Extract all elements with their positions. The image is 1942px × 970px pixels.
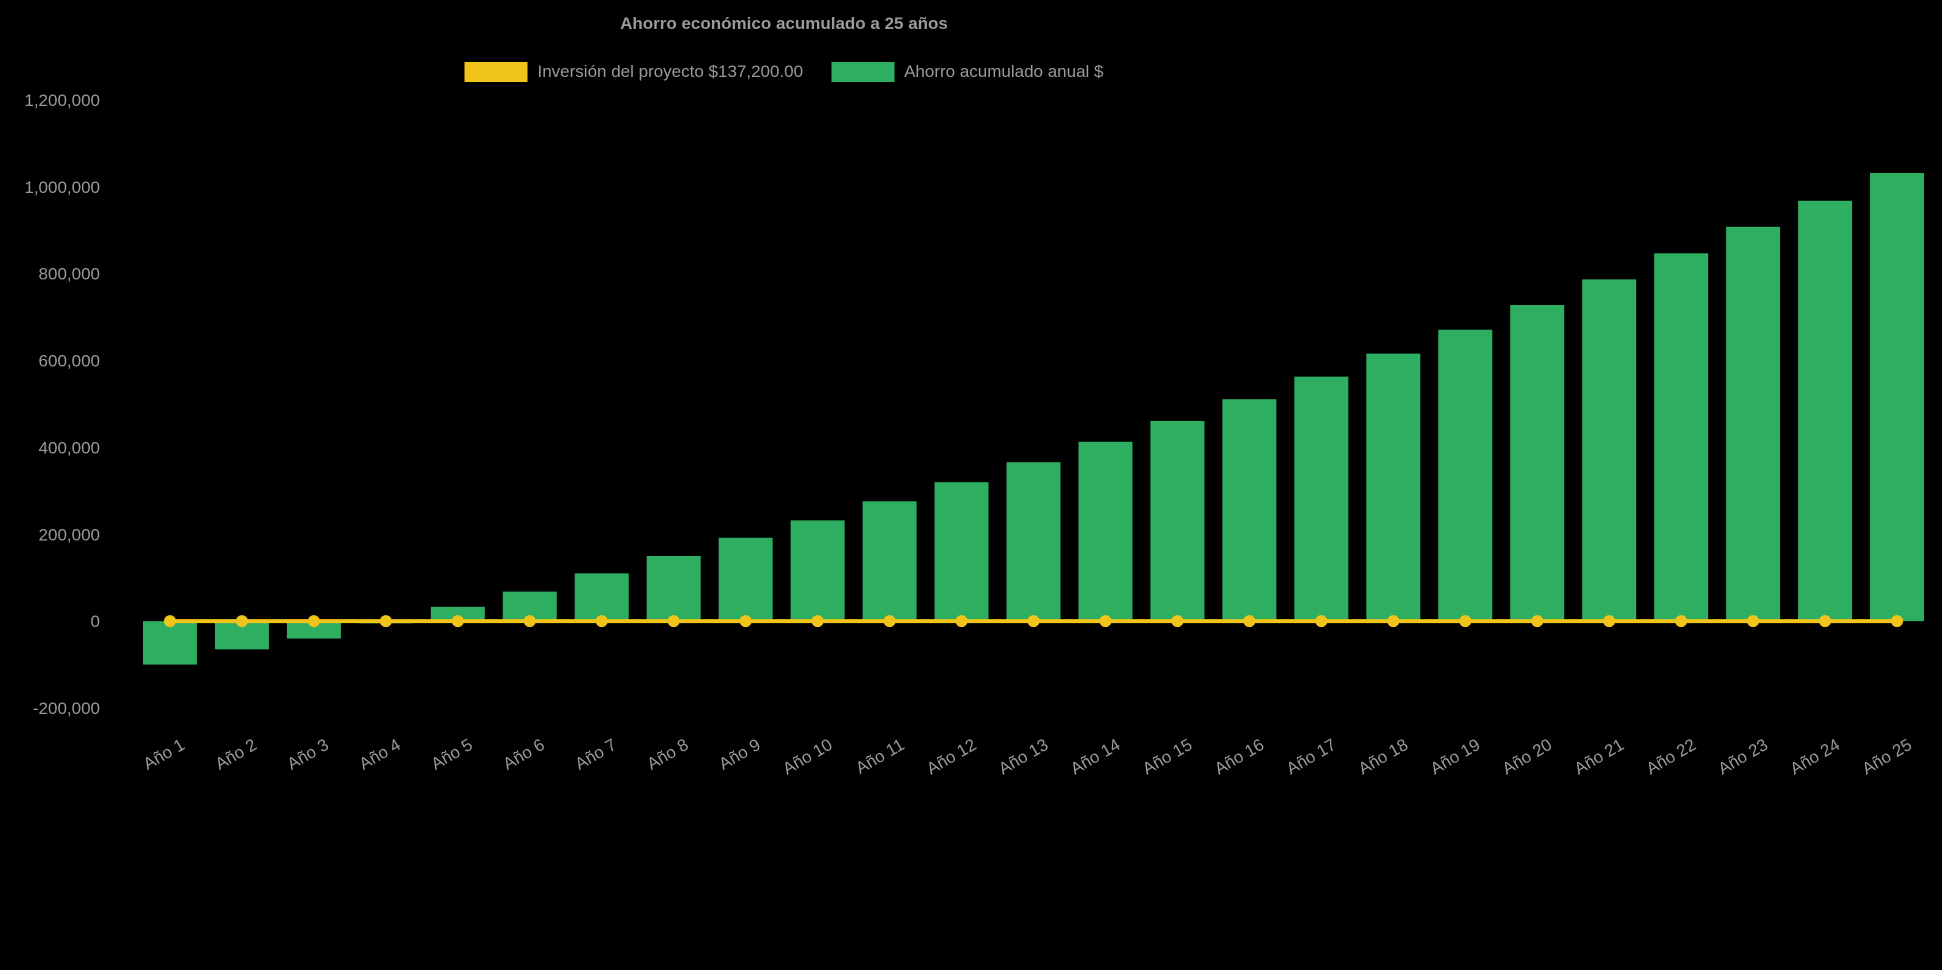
y-axis-tick-label: 800,000	[39, 265, 100, 284]
bar-ahorro-acumulado	[1726, 226, 1781, 622]
bar-ahorro-acumulado	[862, 501, 917, 622]
investment-line-point	[1099, 615, 1112, 628]
y-axis-tick-label: -200,000	[33, 699, 100, 718]
investment-line-point	[1531, 615, 1544, 628]
legend-item-investment[interactable]: Inversión del proyecto $137,200.00	[464, 62, 804, 82]
investment-line-point	[595, 615, 608, 628]
investment-line-point	[163, 615, 176, 628]
investment-line-point	[379, 615, 392, 628]
investment-line-point	[1027, 615, 1040, 628]
bar-ahorro-acumulado	[1510, 304, 1565, 622]
investment-line-point	[1819, 615, 1832, 628]
investment-line-point	[1243, 615, 1256, 628]
investment-line-point	[1747, 615, 1760, 628]
y-axis-tick-label: 0	[91, 612, 100, 631]
investment-line-point	[1171, 615, 1184, 628]
x-axis-tick-label: Año 23	[1715, 735, 1771, 778]
bar-ahorro-acumulado	[1366, 353, 1421, 622]
bar-ahorro-acumulado	[574, 573, 629, 622]
x-axis-tick-label: Año 4	[356, 735, 404, 774]
x-axis-tick-label: Año 8	[644, 735, 692, 774]
x-axis-tick-label: Año 11	[853, 735, 908, 778]
investment-line-point	[883, 615, 896, 628]
bar-ahorro-acumulado	[1654, 253, 1709, 622]
x-axis-tick-label: Año 22	[1643, 735, 1699, 778]
investment-line-point	[811, 615, 824, 628]
x-axis-tick-label: Año 18	[1355, 735, 1411, 778]
bar-ahorro-acumulado	[430, 606, 485, 622]
x-axis-tick-label: Año 13	[995, 735, 1051, 778]
x-axis-tick-label: Año 25	[1859, 735, 1915, 778]
x-axis-tick-label: Año 5	[428, 735, 476, 774]
chart-legend: Inversión del proyecto $137,200.00 Ahorr…	[464, 62, 1104, 82]
bar-ahorro-acumulado	[1582, 279, 1637, 622]
investment-line-point	[307, 615, 320, 628]
bar-ahorro-acumulado	[1150, 420, 1205, 622]
y-axis-tick-label: 600,000	[39, 352, 100, 371]
bar-ahorro-acumulado	[718, 537, 773, 622]
y-axis-tick-label: 200,000	[39, 525, 100, 544]
legend-swatch-investment-icon	[464, 62, 528, 82]
legend-label-investment: Inversión del proyecto $137,200.00	[537, 62, 804, 81]
bar-ahorro-acumulado	[1006, 462, 1061, 622]
bar-ahorro-acumulado	[934, 482, 989, 622]
investment-line-point	[523, 615, 536, 628]
x-axis-tick-label: Año 6	[500, 735, 548, 774]
x-axis-tick-label: Año 14	[1067, 735, 1123, 778]
x-axis-tick-label: Año 12	[923, 735, 979, 778]
x-axis-tick-label: Año 15	[1139, 735, 1195, 778]
x-axis-tick-label: Año 9	[716, 735, 764, 774]
investment-line-point	[1387, 615, 1400, 628]
bar-ahorro-acumulado	[142, 621, 197, 665]
y-axis-tick-label: 1,200,000	[24, 91, 100, 110]
investment-line-point	[1675, 615, 1688, 628]
investment-line-point	[1891, 615, 1904, 628]
bar-ahorro-acumulado	[1798, 200, 1853, 622]
x-axis-tick-label: Año 24	[1787, 735, 1843, 778]
legend-item-savings[interactable]: Ahorro acumulado anual $	[831, 62, 1104, 82]
y-axis-tick-label: 1,000,000	[24, 178, 100, 197]
investment-line-point	[1315, 615, 1328, 628]
x-axis-tick-label: Año 7	[572, 735, 620, 774]
y-axis-tick-label: 400,000	[39, 438, 100, 457]
x-axis-tick-label: Año 16	[1211, 735, 1267, 778]
investment-line-point	[955, 615, 968, 628]
x-axis-tick-label: Año 2	[212, 735, 260, 774]
investment-line-point	[1459, 615, 1472, 628]
chart-title: Ahorro económico acumulado a 25 años	[620, 14, 948, 33]
investment-line-point	[667, 615, 680, 628]
x-axis-tick-label: Año 20	[1499, 735, 1555, 778]
investment-line-point	[235, 615, 248, 628]
x-axis-tick-label: Año 17	[1283, 735, 1339, 778]
x-axis-tick-label: Año 3	[284, 735, 332, 774]
x-axis-tick-label: Año 1	[140, 735, 188, 774]
investment-line-point	[1603, 615, 1616, 628]
investment-line-point	[451, 615, 464, 628]
bar-ahorro-acumulado	[1870, 172, 1925, 622]
bar-ahorro-acumulado	[1078, 441, 1133, 622]
bar-ahorro-acumulado	[286, 621, 341, 639]
legend-swatch-savings-icon	[831, 62, 895, 82]
x-axis-tick-label: Año 21	[1571, 735, 1627, 778]
bar-ahorro-acumulado	[646, 556, 701, 622]
bar-ahorro-acumulado	[1222, 399, 1277, 622]
bar-ahorro-acumulado	[1294, 376, 1349, 622]
legend-label-savings: Ahorro acumulado anual $	[904, 62, 1104, 81]
x-axis-tick-label: Año 10	[779, 735, 835, 778]
bar-ahorro-acumulado	[790, 520, 845, 622]
x-axis-tick-label: Año 19	[1427, 735, 1483, 778]
investment-line-point	[739, 615, 752, 628]
bar-ahorro-acumulado	[1438, 329, 1493, 622]
